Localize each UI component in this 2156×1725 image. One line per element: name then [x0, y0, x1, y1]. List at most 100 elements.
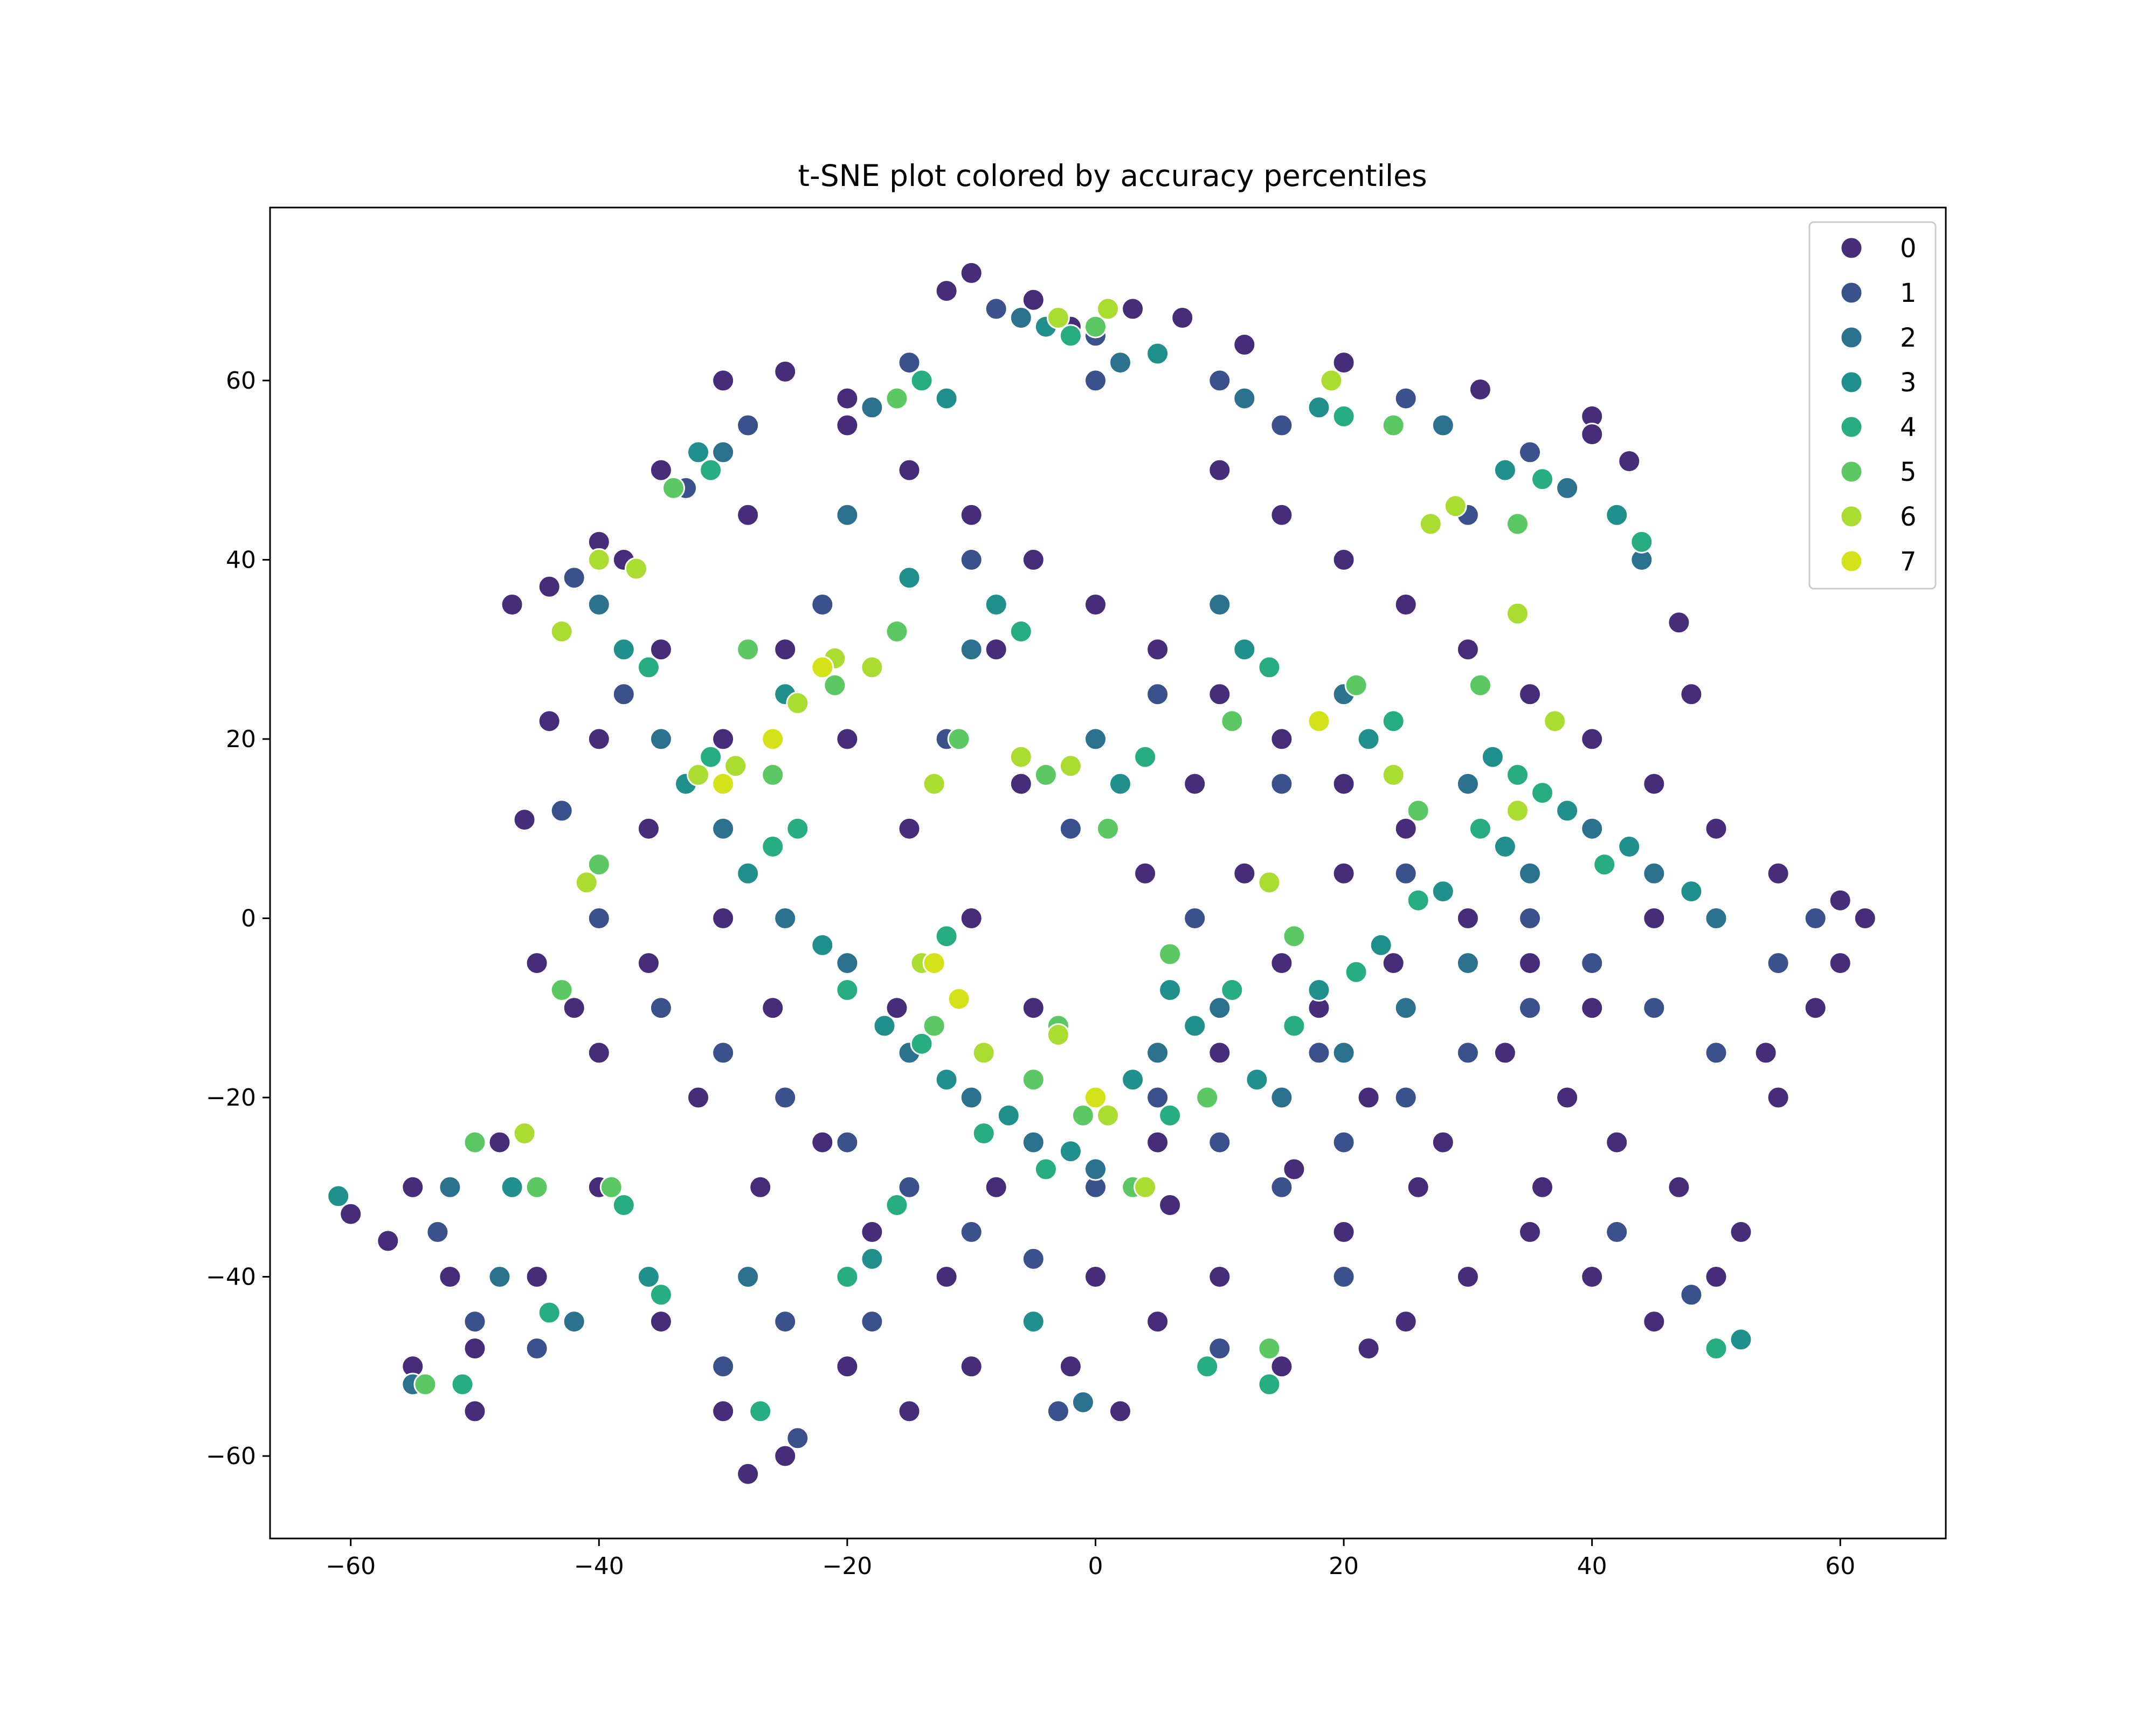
data-point [1021, 288, 1045, 312]
data-point [910, 1032, 934, 1055]
data-point [935, 1265, 958, 1288]
data-point [687, 763, 710, 786]
data-point [562, 566, 586, 590]
data-point [1245, 1068, 1269, 1092]
legend: 0 1 2 3 4 5 6 7 [1808, 221, 1937, 590]
data-point [786, 817, 810, 840]
data-point [736, 413, 760, 437]
data-point [1332, 548, 1356, 571]
data-point [1046, 306, 1070, 329]
data-point [1021, 996, 1045, 1020]
data-point [1084, 315, 1107, 339]
data-point [724, 754, 748, 778]
data-point [1456, 772, 1480, 796]
data-point [1803, 996, 1827, 1020]
data-point [1021, 1130, 1045, 1154]
data-point [513, 1122, 536, 1145]
data-point [1406, 888, 1430, 912]
data-point [1680, 1283, 1703, 1307]
data-point [1208, 369, 1232, 392]
data-point [1518, 996, 1542, 1020]
data-point [1580, 996, 1604, 1020]
data-point [1059, 1355, 1082, 1378]
data-point [1059, 1140, 1082, 1163]
data-point [1233, 333, 1256, 356]
data-point [1109, 351, 1132, 375]
data-point [1369, 933, 1393, 957]
y-tick-label: −40 [206, 1264, 256, 1291]
data-point [1146, 342, 1170, 365]
data-point [1394, 996, 1418, 1020]
data-point [835, 413, 859, 437]
data-point [1481, 745, 1504, 769]
data-point [773, 1310, 797, 1334]
data-point [1233, 861, 1256, 885]
data-point [1605, 503, 1629, 527]
data-point [1456, 1041, 1480, 1065]
legend-marker [1840, 505, 1863, 528]
data-point [1270, 503, 1294, 527]
data-point [959, 548, 983, 571]
data-point [959, 907, 983, 930]
data-point [1084, 1265, 1107, 1288]
legend-label: 7 [1900, 547, 1917, 577]
data-point [1071, 1103, 1095, 1127]
data-point [897, 1399, 921, 1423]
legend-label: 6 [1900, 502, 1917, 532]
data-point [972, 1041, 996, 1065]
data-point [711, 817, 735, 840]
y-axis: −60 −40 −20 0 20 40 60 [206, 367, 270, 1470]
data-point [1381, 951, 1405, 975]
data-point [1183, 772, 1207, 796]
y-tick-label: 60 [226, 367, 256, 395]
x-tick-label: −60 [326, 1552, 376, 1580]
data-point [1208, 593, 1232, 616]
data-point [1556, 476, 1579, 500]
series-0 [339, 261, 1877, 1486]
data-point [835, 1130, 859, 1154]
data-point [1270, 413, 1294, 437]
y-tick-label: 20 [226, 726, 256, 753]
data-point [711, 1355, 735, 1378]
data-point [959, 503, 983, 527]
data-point [649, 1310, 673, 1334]
data-point [327, 1184, 350, 1208]
data-point [935, 279, 958, 303]
data-point [1208, 1041, 1232, 1065]
series-3 [327, 315, 1753, 1351]
data-point [1158, 1103, 1182, 1127]
data-point [537, 1301, 561, 1324]
data-point [1667, 1175, 1691, 1199]
data-point [749, 1175, 772, 1199]
data-point [1357, 1337, 1380, 1360]
data-point [1493, 458, 1517, 482]
data-point [1270, 1355, 1294, 1378]
data-point [438, 1265, 462, 1288]
data-point [649, 458, 673, 482]
data-point [873, 1014, 896, 1038]
data-point [587, 1041, 611, 1065]
data-point [1556, 1086, 1579, 1109]
data-point [612, 638, 635, 661]
y-tick-label: −60 [206, 1443, 256, 1470]
data-point [860, 1220, 884, 1244]
data-point [1506, 512, 1529, 536]
data-point [1518, 861, 1542, 885]
data-point [1332, 1265, 1356, 1288]
data-point [959, 1355, 983, 1378]
data-point [1704, 817, 1728, 840]
data-point [1766, 1086, 1790, 1109]
data-point [1605, 1130, 1629, 1154]
data-point [1729, 1220, 1753, 1244]
data-point [773, 360, 797, 383]
data-point [860, 1247, 884, 1271]
x-tick-label: 40 [1577, 1552, 1607, 1580]
data-point [736, 861, 760, 885]
data-point [1059, 754, 1082, 778]
data-point [438, 1175, 462, 1199]
data-point [835, 978, 859, 1002]
data-point [1493, 835, 1517, 858]
data-point [1270, 1086, 1294, 1109]
data-point [1084, 369, 1107, 392]
data-point [749, 1399, 772, 1423]
